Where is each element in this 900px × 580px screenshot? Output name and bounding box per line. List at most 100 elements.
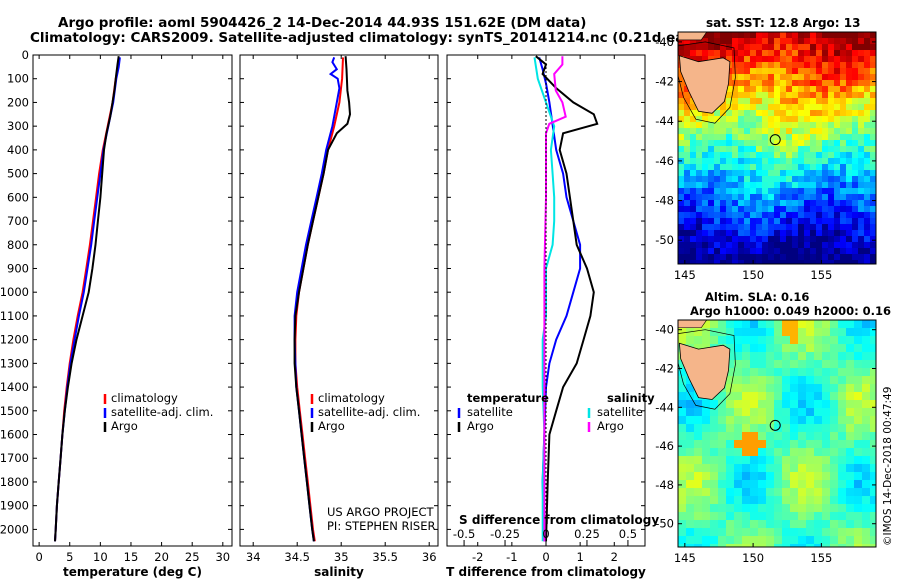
profile-panel-1: 0100200300400500600700800900100011001200… xyxy=(0,48,233,579)
series-line-argo xyxy=(543,56,567,542)
x-tick-label: 15 xyxy=(124,550,139,564)
argo-float-marker xyxy=(769,419,781,431)
legend-label: satellite xyxy=(597,405,643,419)
secondary-x-tick-label: -0.25 xyxy=(490,527,520,541)
y-tick-label: -42 xyxy=(655,75,674,89)
y-tick-label: 700 xyxy=(7,214,29,228)
y-tick-label: 1100 xyxy=(0,309,29,323)
series-line-argo xyxy=(54,56,120,542)
legend-label: climatology xyxy=(318,391,385,405)
y-tick-label: 1500 xyxy=(0,404,29,418)
x-tick-label: 35.5 xyxy=(372,550,398,564)
x-tick-label: 30 xyxy=(215,550,230,564)
legend-label: Argo xyxy=(318,419,345,433)
series-line-climatology xyxy=(294,57,344,542)
y-tick-label: -50 xyxy=(655,517,674,531)
x-tick-label: 155 xyxy=(810,268,832,282)
y-tick-label: 100 xyxy=(7,72,29,86)
legend-label: satellite xyxy=(467,405,513,419)
plot-frame xyxy=(239,54,439,547)
y-tick-label: 1700 xyxy=(0,451,29,465)
secondary-x-tick-label: 0.5 xyxy=(619,527,637,541)
title-line1: Argo profile: aoml 5904426_2 14-Dec-2014… xyxy=(58,15,586,31)
x-axis-label: salinity xyxy=(314,565,364,579)
plot-frame xyxy=(32,54,233,547)
mainland-land xyxy=(678,32,708,41)
shelf-contour xyxy=(678,41,736,124)
y-tick-label: -46 xyxy=(655,439,674,453)
y-tick-label: 1200 xyxy=(0,333,29,347)
legend-label: Argo xyxy=(467,419,494,433)
credit-line1: US ARGO PROJECT xyxy=(327,505,435,519)
y-tick-label: -48 xyxy=(655,194,674,208)
tasmania-land xyxy=(678,55,731,114)
x-tick-label: 20 xyxy=(154,550,169,564)
sst-title: sat. SST: 12.8 Argo: 13 xyxy=(706,16,860,30)
x-tick-label: 0 xyxy=(35,550,42,564)
x-tick-label: 150 xyxy=(742,268,764,282)
sla-title-line2: Argo h1000: 0.049 h2000: 0.16 xyxy=(690,304,891,318)
y-tick-label: 1900 xyxy=(0,499,29,513)
y-tick-label: 2000 xyxy=(0,522,29,536)
tasmania-land xyxy=(678,342,731,400)
x-tick-label: 34 xyxy=(246,550,261,564)
y-tick-label: 1800 xyxy=(0,475,29,489)
map-panel-sst: -40 -42 -44 -46 -48 -50 145 150 155 xyxy=(655,31,877,282)
x-tick-label: 0 xyxy=(542,550,549,564)
x-tick-label: 5 xyxy=(66,550,73,564)
x-tick-label: 2 xyxy=(611,550,618,564)
x-tick-label: 155 xyxy=(810,551,832,565)
title-line2: Climatology: CARS2009. Satellite-adjuste… xyxy=(30,30,722,46)
map-field xyxy=(678,32,876,264)
secondary-x-tick-label: 0 xyxy=(542,527,549,541)
y-tick-label: 900 xyxy=(7,261,29,275)
x-tick-label: -1 xyxy=(506,550,517,564)
x-axis-label: T difference from climatology xyxy=(446,565,646,579)
y-tick-label: -46 xyxy=(655,154,674,168)
profile-panel-3: -2 -1 0 1 2T difference from climatology -0.5… xyxy=(446,54,659,579)
x-tick-label: 34.5 xyxy=(284,550,310,564)
x-tick-label: 1 xyxy=(576,550,583,564)
y-tick-label: 1000 xyxy=(0,285,29,299)
y-tick-label: 1400 xyxy=(0,380,29,394)
legend-label: climatology xyxy=(111,391,178,405)
x-tick-label: 145 xyxy=(674,268,696,282)
y-tick-label: -40 xyxy=(655,323,674,337)
y-tick-label: -40 xyxy=(655,35,674,49)
credit-line2: PI: STEPHEN RISER xyxy=(327,519,436,533)
x-tick-label: 25 xyxy=(185,550,200,564)
x-tick-label: -2 xyxy=(472,550,483,564)
secondary-x-tick-label: -0.5 xyxy=(453,527,475,541)
x-axis-label: temperature (deg C) xyxy=(63,565,202,579)
y-tick-label: 0 xyxy=(22,48,29,62)
imos-stamp: ©IMOS 14-Dec-2018 00:47:49 xyxy=(882,387,894,546)
legend-title-salinity: salinity xyxy=(607,391,655,405)
shelf-contour xyxy=(678,329,736,410)
secondary-x-axis-label: S difference from climatology xyxy=(459,513,659,527)
y-tick-label: -44 xyxy=(655,114,674,128)
y-tick-label: -50 xyxy=(655,233,674,247)
map-panel-sla: -40 -42 -44 -46 -48 -50 145 150 155 xyxy=(655,319,877,565)
legend-label: Argo xyxy=(111,419,138,433)
x-tick-label: 150 xyxy=(742,551,764,565)
sla-title-line1: Altim. SLA: 0.16 xyxy=(705,290,809,304)
y-tick-label: -42 xyxy=(655,362,674,376)
y-tick-label: 200 xyxy=(7,95,29,109)
legend-title-temperature: temperature xyxy=(467,391,549,405)
profile-panel-2: 34 34.5 35 35.5 36 salinity climatologysatelli… xyxy=(239,54,439,579)
secondary-x-tick-label: 0.25 xyxy=(574,527,600,541)
x-tick-label: 10 xyxy=(93,550,108,564)
y-tick-label: 500 xyxy=(7,167,29,181)
map-field xyxy=(678,320,876,547)
legend-label: Argo xyxy=(597,419,624,433)
legend-label: satellite-adj. clim. xyxy=(111,405,213,419)
map-frame xyxy=(677,319,877,548)
y-tick-label: -44 xyxy=(655,400,674,414)
x-tick-label: 35 xyxy=(334,550,349,564)
series-line-argo xyxy=(535,55,599,542)
legend-label: satellite-adj. clim. xyxy=(318,405,420,419)
y-tick-label: 800 xyxy=(7,238,29,252)
y-tick-label: 1600 xyxy=(0,428,29,442)
series-line-argo xyxy=(293,56,352,542)
